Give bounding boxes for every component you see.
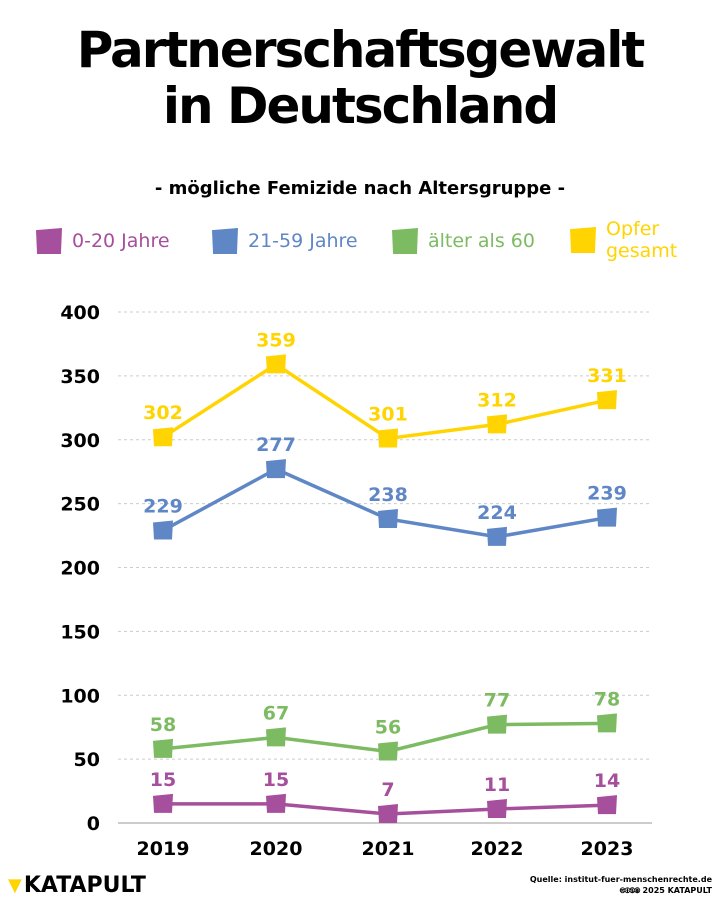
data-label: 229 [143,495,183,517]
y-tick-label: 350 [60,366,100,388]
data-point-marker [153,793,173,813]
data-label: 56 [375,716,401,738]
legend-item: 0-20 Jahre [36,228,170,254]
y-tick-label: 50 [74,749,100,771]
y-tick-label: 100 [60,685,100,707]
data-label: 312 [477,389,517,411]
legend-label: 0-20 Jahre [72,230,170,252]
data-point-marker [153,520,173,540]
data-point-marker [487,714,507,734]
subtitle: - mögliche Femizide nach Altersgruppe - [154,178,566,199]
x-tick-label: 2021 [362,838,415,860]
data-point-marker [597,713,617,733]
data-label: 7 [381,779,394,801]
y-tick-label: 300 [60,430,100,452]
source-note: Quelle: institut-fuer-menschenrechte.de 🅭… [529,875,712,895]
data-label: 277 [256,434,296,456]
data-label: 77 [484,690,510,712]
y-tick-label: 200 [60,558,100,580]
legend-label: 21-59 Jahre [248,230,358,252]
x-tick-label: 2022 [471,838,524,860]
data-label: 359 [256,329,296,351]
data-point-marker [266,793,286,813]
data-point-marker [487,798,507,818]
data-label: 238 [368,484,408,506]
legend-label: Opfer gesamt [606,218,678,262]
data-point-marker [487,526,507,546]
y-tick-label: 400 [60,302,100,324]
data-label: 301 [368,403,408,425]
data-point-marker [378,804,398,824]
y-tick-label: 0 [87,813,100,835]
data-point-marker [266,459,286,479]
legend-swatch [212,228,238,254]
legend-item: älter als 60 [392,228,535,254]
legend-item: Opfer gesamt [570,218,686,262]
legend-label: älter als 60 [428,230,535,252]
data-label: 239 [587,483,627,505]
x-tick-label: 2019 [137,838,190,860]
data-label: 302 [143,402,183,424]
data-point-marker [378,428,398,448]
data-label: 15 [263,769,289,791]
data-label: 224 [477,502,517,524]
x-tick-label: 2023 [581,838,634,860]
data-point-marker [153,738,173,758]
data-point-marker [266,354,286,374]
x-tick-label: 2020 [250,838,303,860]
data-point-marker [153,427,173,447]
data-label: 14 [594,770,620,792]
title: Partnerschaftsgewalt in Deutschland [76,21,646,135]
data-point-marker [597,507,617,527]
data-point-marker [597,795,617,815]
data-point-marker [378,741,398,761]
legend-swatch [36,228,62,254]
y-tick-label: 250 [60,494,100,516]
data-label: 331 [587,365,627,387]
data-label: 78 [594,688,620,710]
data-label: 11 [484,774,510,796]
data-point-marker [487,414,507,434]
data-point-marker [266,727,286,747]
legend-swatch [392,228,418,254]
legend-swatch [570,227,596,253]
y-tick-label: 150 [60,621,100,643]
legend-item: 21-59 Jahre [212,228,358,254]
data-label: 67 [263,702,289,724]
data-label: 15 [150,769,176,791]
katapult-logo: ▼ KATAPULT [8,873,146,898]
data-point-marker [378,508,398,528]
data-label: 58 [150,714,176,736]
data-point-marker [597,390,617,410]
